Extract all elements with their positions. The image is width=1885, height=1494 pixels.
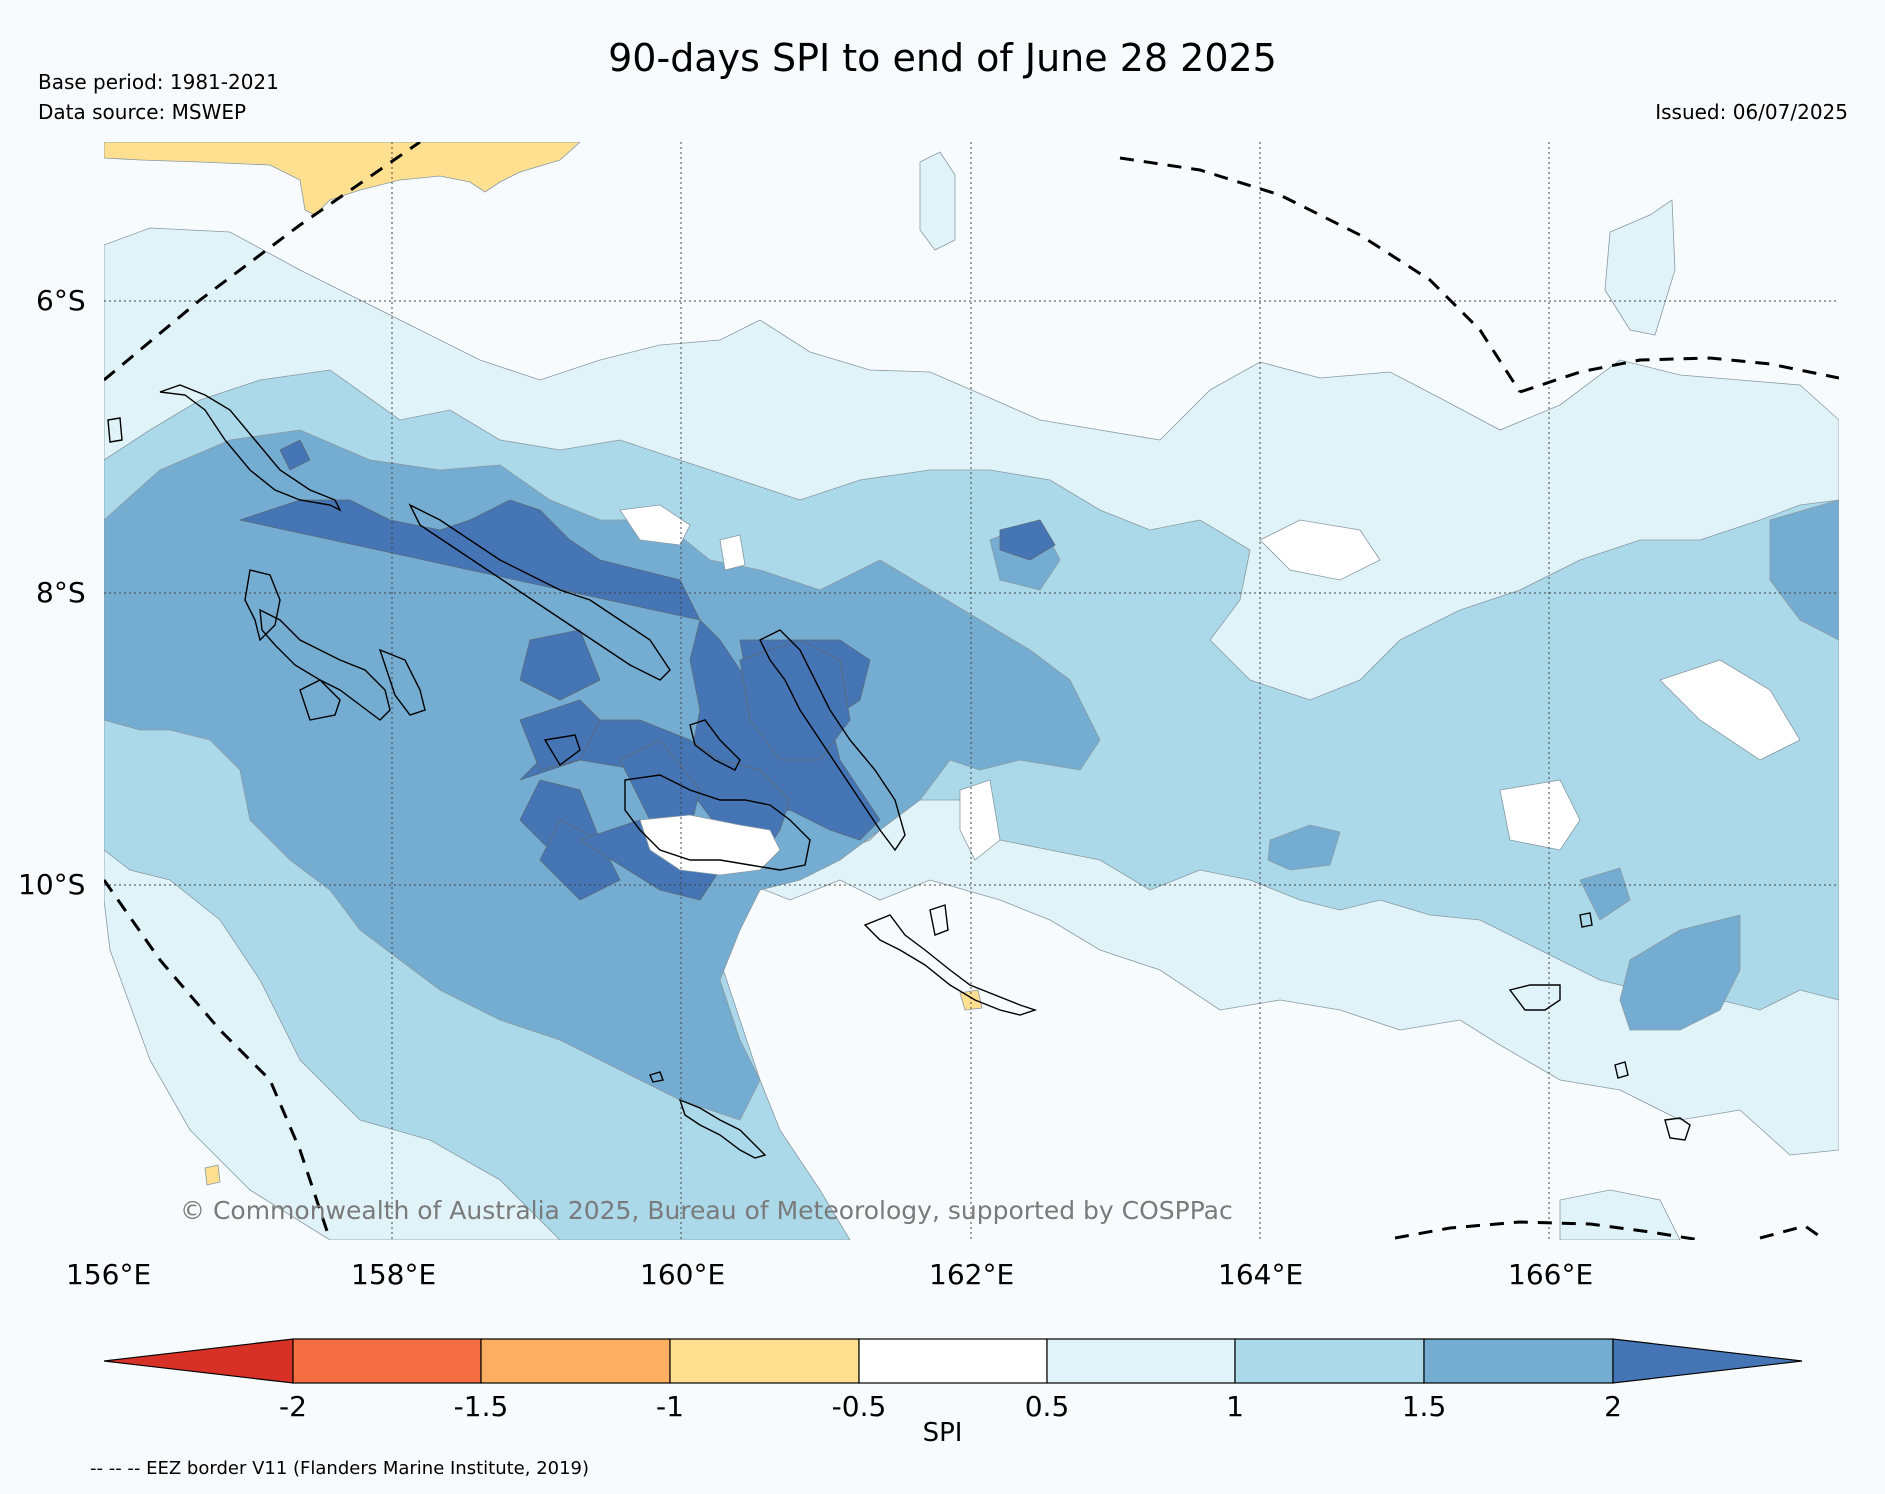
spi-class-neutral bbox=[619, 504, 1801, 876]
lat-label: 8°S bbox=[36, 576, 86, 609]
colorbar-bin-7 bbox=[1423, 1338, 1614, 1384]
lat-label: 6°S bbox=[36, 284, 86, 317]
issued-date: Issued: 06/07/2025 bbox=[1655, 100, 1848, 124]
lon-label: 156°E bbox=[66, 1258, 152, 1291]
data-source: Data source: MSWEP bbox=[38, 100, 247, 124]
spi-class-dry bbox=[104, 142, 983, 1186]
colorbar-extend-low bbox=[103, 1338, 294, 1384]
colorbar-bin-6 bbox=[1234, 1338, 1425, 1384]
lon-label: 164°E bbox=[1218, 1258, 1304, 1291]
colorbar-bin-2 bbox=[480, 1338, 671, 1384]
colorbar-tick: 2 bbox=[1604, 1390, 1622, 1423]
colorbar-bin-3 bbox=[669, 1338, 860, 1384]
colorbar-label: SPI bbox=[922, 1418, 963, 1448]
copyright-notice: © Commonwealth of Australia 2025, Bureau… bbox=[180, 1196, 1233, 1225]
colorbar-tick: -0.5 bbox=[831, 1390, 887, 1423]
colorbar-tick: 1.5 bbox=[1401, 1390, 1447, 1423]
colorbar-tick: -2 bbox=[279, 1390, 307, 1423]
colorbar-bin-4 bbox=[858, 1338, 1048, 1384]
eez-borders bbox=[104, 142, 1839, 1240]
map-panel bbox=[104, 142, 1839, 1240]
colorbar-tick: 0.5 bbox=[1024, 1390, 1070, 1423]
eez-legend-note: -- -- -- EEZ border V11 (Flanders Marine… bbox=[90, 1458, 590, 1479]
lon-label: 160°E bbox=[640, 1258, 726, 1291]
gridlines bbox=[104, 142, 1839, 1240]
lat-label: 10°S bbox=[18, 868, 86, 901]
lon-label: 158°E bbox=[351, 1258, 437, 1291]
colorbar-tick: -1 bbox=[656, 1390, 684, 1423]
colorbar bbox=[103, 1338, 1803, 1384]
base-period: Base period: 1981-2021 bbox=[38, 70, 279, 94]
colorbar-tick: -1.5 bbox=[453, 1390, 509, 1423]
colorbar-bin-5 bbox=[1046, 1338, 1236, 1384]
lon-label: 166°E bbox=[1508, 1258, 1594, 1291]
coastlines bbox=[107, 384, 1691, 1159]
lon-label: 162°E bbox=[929, 1258, 1015, 1291]
map-title: 90-days SPI to end of June 28 2025 bbox=[608, 36, 1277, 80]
colorbar-tick: 1 bbox=[1226, 1390, 1244, 1423]
colorbar-extend-high bbox=[1612, 1338, 1803, 1384]
colorbar-bin-1 bbox=[292, 1338, 482, 1384]
